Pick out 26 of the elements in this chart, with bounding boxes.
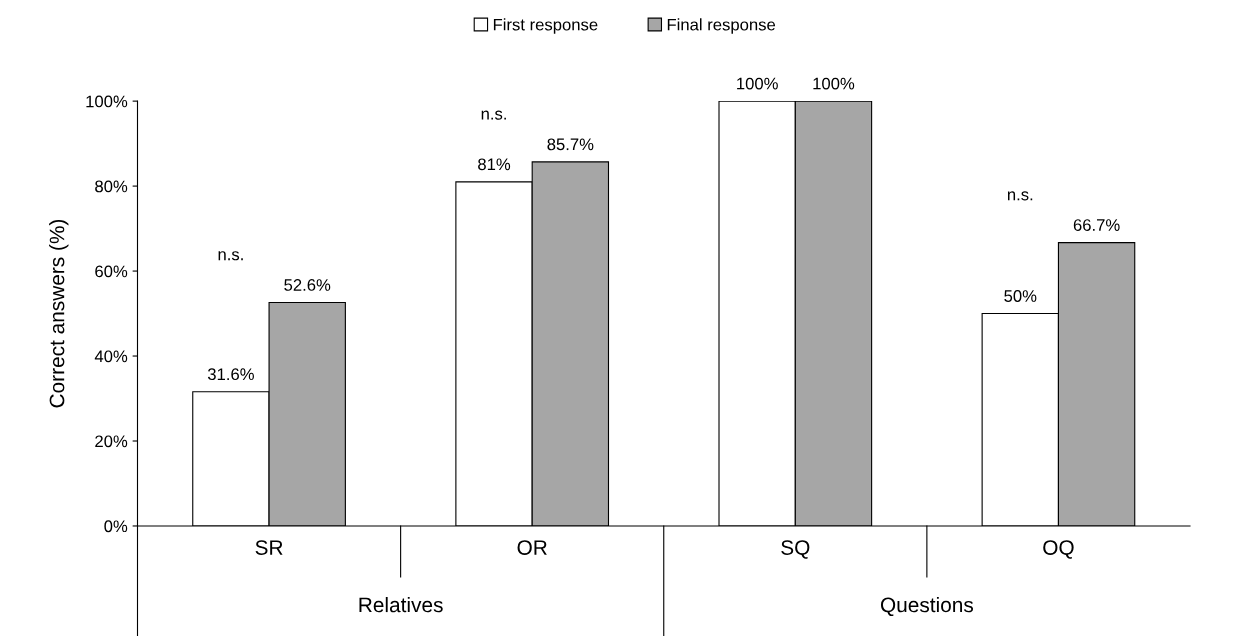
x-tick-label: OR <box>517 540 547 555</box>
legend-label: Final response <box>667 18 776 34</box>
data-label: 52.6% <box>284 279 331 291</box>
text: Questions <box>880 596 974 617</box>
data-label: 100% <box>737 77 778 90</box>
y-tick-label: 0% <box>104 520 128 533</box>
data-label: 31.6% <box>207 368 254 381</box>
y-axis-title: Correct answers (%) <box>49 219 69 408</box>
annotation: n.s. <box>481 110 506 120</box>
data-label: 66.7% <box>1073 219 1120 231</box>
y-tick-label: 40% <box>94 350 128 363</box>
annotation: n.s. <box>1007 191 1033 201</box>
data-label: 100% <box>813 77 855 90</box>
data-label: 85.7% <box>547 138 594 151</box>
y-tick-label: 60% <box>95 265 128 278</box>
x-tick-label: SQ <box>781 540 810 559</box>
x-tick-label: OQ <box>1043 540 1074 559</box>
y-tick-label: 20% <box>95 435 128 448</box>
legend-label: First response <box>493 18 598 34</box>
y-tick-label: 80% <box>95 180 128 193</box>
data-label: 50% <box>1004 290 1037 302</box>
data-label: 81% <box>478 158 511 171</box>
text: Relatives <box>359 596 443 613</box>
x-tick-label: SR <box>255 540 283 555</box>
y-tick-label: 100% <box>86 95 128 108</box>
annotation: n.s. <box>218 251 243 261</box>
